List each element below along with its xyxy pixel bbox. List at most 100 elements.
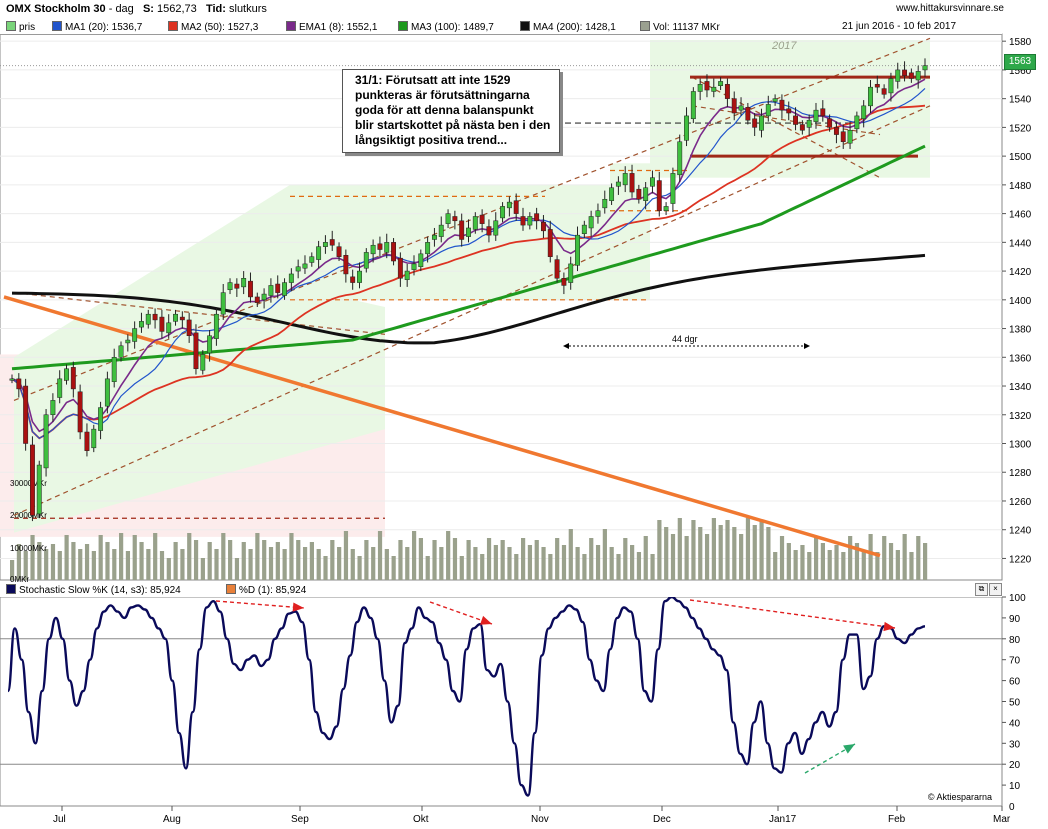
stoch-axis-label: 0 bbox=[1009, 802, 1015, 813]
ma2-swatch bbox=[168, 21, 178, 31]
candle-up bbox=[43, 414, 49, 469]
volume-bar bbox=[16, 544, 22, 580]
candle-down bbox=[554, 259, 560, 279]
volume-bar bbox=[582, 554, 587, 580]
price-axis-label: 1420 bbox=[1009, 267, 1032, 278]
volume-bar bbox=[459, 556, 464, 580]
price-axis-label: 1440 bbox=[1009, 238, 1032, 249]
candle-up bbox=[91, 428, 97, 449]
volume-bar bbox=[793, 550, 798, 580]
volume-bar bbox=[296, 540, 301, 580]
candle-up bbox=[316, 246, 322, 260]
volume-bar bbox=[773, 552, 778, 580]
candle-down bbox=[234, 283, 240, 289]
ma4-200-line bbox=[11, 253, 926, 345]
candle-down bbox=[254, 296, 260, 303]
candle-down bbox=[724, 84, 730, 99]
price-axis-label: 1300 bbox=[1009, 440, 1032, 451]
volume-bar bbox=[677, 518, 682, 580]
volume-bar bbox=[30, 535, 35, 580]
volume-bar bbox=[343, 531, 349, 580]
candle-up bbox=[868, 86, 873, 107]
candle-up bbox=[166, 322, 172, 334]
candle-down bbox=[70, 367, 76, 390]
volume-bar bbox=[187, 533, 192, 580]
candle-up bbox=[684, 115, 689, 141]
candle-up bbox=[111, 357, 117, 382]
candle-up bbox=[568, 263, 574, 283]
volume-bar bbox=[595, 545, 601, 580]
volume-bar bbox=[514, 554, 519, 580]
volume-bar bbox=[23, 551, 28, 580]
x-axis-label: Dec bbox=[653, 814, 671, 825]
volume-bar bbox=[752, 525, 757, 580]
volume-bar bbox=[895, 550, 900, 580]
candle-down bbox=[479, 214, 485, 224]
candle-up bbox=[718, 81, 724, 86]
volume-bar bbox=[214, 549, 219, 580]
candle-down bbox=[908, 72, 914, 79]
volume-bar bbox=[704, 534, 710, 580]
candle-up bbox=[50, 400, 56, 416]
candle-up bbox=[139, 321, 144, 328]
flag-upper-dashed bbox=[691, 105, 881, 136]
volume-bar bbox=[119, 533, 124, 580]
volume-bar bbox=[725, 520, 730, 580]
volume-bar bbox=[848, 536, 853, 580]
candle-down bbox=[540, 221, 546, 232]
divergence-arrow-2-line bbox=[429, 601, 493, 625]
date-range: 21 jun 2016 - 10 feb 2017 bbox=[842, 21, 956, 32]
volume-bar bbox=[820, 543, 825, 580]
volume-bar bbox=[193, 540, 199, 580]
candle-up bbox=[220, 292, 226, 315]
candle-up bbox=[98, 407, 104, 431]
close-window-icon[interactable]: × bbox=[989, 583, 1002, 596]
candle-up bbox=[595, 210, 601, 217]
price-axis-label: 1340 bbox=[1009, 382, 1032, 393]
volume-bar bbox=[241, 542, 246, 580]
volume-bar bbox=[739, 534, 744, 580]
volume-bar bbox=[200, 558, 205, 580]
stoch-axis-label: 30 bbox=[1009, 739, 1021, 750]
volume-bar bbox=[44, 549, 49, 580]
volume-bar bbox=[854, 543, 860, 580]
price-axis-label: 1220 bbox=[1009, 554, 1032, 565]
candle-up bbox=[295, 266, 301, 272]
volume-bar bbox=[71, 542, 76, 580]
restore-window-icon[interactable]: ⧉ bbox=[975, 583, 988, 596]
volume-bar bbox=[575, 547, 580, 580]
stoch-axis-label: 10 bbox=[1009, 781, 1021, 792]
copyright: © Aktiespararna bbox=[927, 792, 992, 802]
divergence-arrow-2-head bbox=[480, 615, 492, 625]
volume-bar bbox=[275, 542, 280, 580]
volume-bar bbox=[37, 542, 42, 580]
price-axis-label: 1500 bbox=[1009, 152, 1032, 163]
volume-bar bbox=[248, 549, 253, 580]
volume-bar bbox=[568, 529, 573, 580]
s-label: S: bbox=[142, 3, 154, 15]
volume-bar bbox=[521, 538, 526, 580]
candle-up bbox=[227, 282, 233, 291]
legend-stoch-d: %D (1): 85,924 bbox=[226, 584, 306, 596]
price-axis-label: 1460 bbox=[1009, 210, 1032, 221]
price-axis-label: 1280 bbox=[1009, 468, 1032, 479]
volume-bar bbox=[234, 558, 240, 580]
candle-up bbox=[64, 368, 69, 381]
stoch-axis-label: 60 bbox=[1009, 677, 1021, 688]
last-price-tag: 1563 bbox=[1004, 54, 1036, 70]
candle-up bbox=[261, 293, 267, 301]
volume-bar bbox=[548, 554, 553, 580]
volume-bar bbox=[698, 527, 703, 580]
candle-up bbox=[104, 378, 110, 407]
volume-bar bbox=[207, 542, 212, 580]
volume-bar bbox=[623, 538, 628, 580]
long-downtrend-line bbox=[3, 295, 881, 558]
candle-down bbox=[159, 316, 165, 332]
candle-up bbox=[602, 198, 608, 209]
price-axis-label: 1400 bbox=[1009, 296, 1032, 307]
green-zone-lower bbox=[14, 184, 385, 533]
candle-up bbox=[506, 201, 512, 209]
candle-up bbox=[915, 71, 921, 81]
volume-bar bbox=[268, 547, 274, 580]
stoch-d-swatch bbox=[226, 584, 236, 594]
